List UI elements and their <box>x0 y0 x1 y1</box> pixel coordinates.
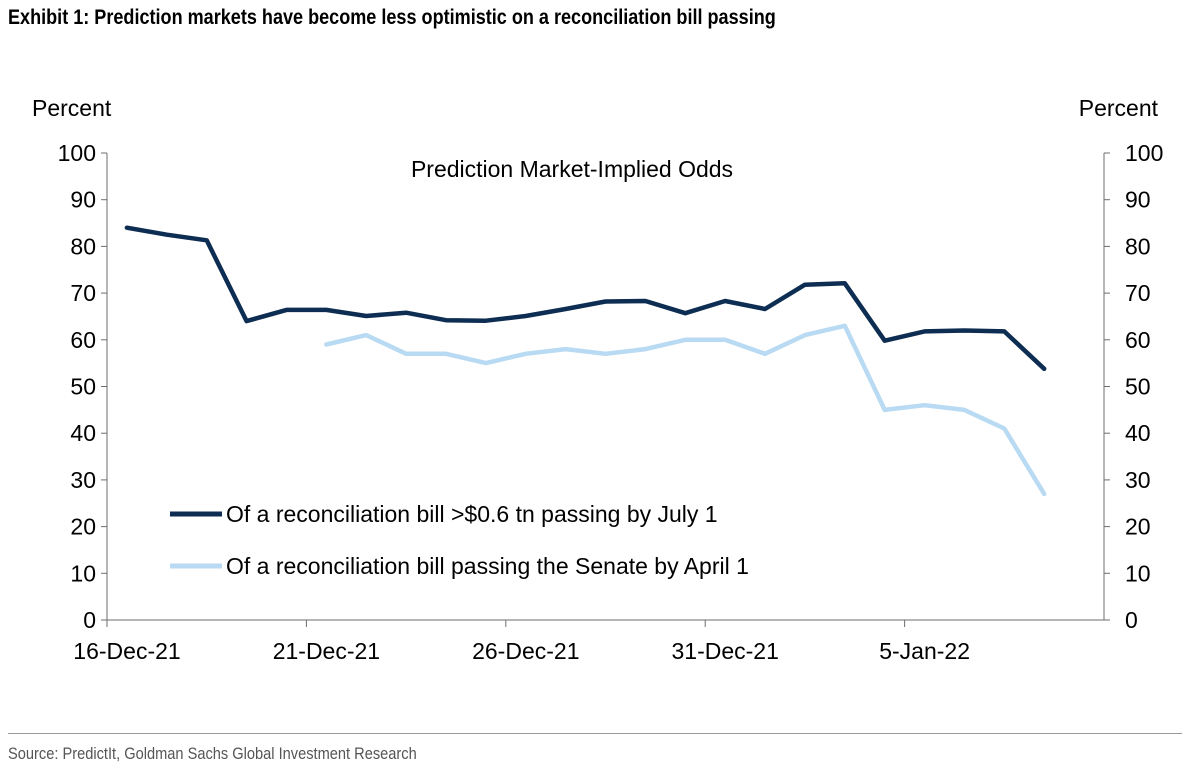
y-tick-label-right: 100 <box>1125 140 1163 166</box>
right-axis-label: Percent <box>1079 95 1159 121</box>
y-tick-label-left: 60 <box>70 327 96 353</box>
exhibit-title: Exhibit 1: Prediction markets have becom… <box>8 6 776 29</box>
series-layer <box>124 225 1047 497</box>
y-tick-label-right: 30 <box>1125 467 1151 493</box>
y-tick-label-left: 10 <box>70 560 96 586</box>
y-tick-label-right: 60 <box>1125 327 1151 353</box>
y-tick-label-right: 20 <box>1125 514 1151 540</box>
source-note: Source: PredictIt, Goldman Sachs Global … <box>8 744 417 763</box>
legend: Of a reconciliation bill >$0.6 tn passin… <box>170 501 749 579</box>
y-tick-label-right: 70 <box>1125 280 1151 306</box>
x-tick-label: 16-Dec-21 <box>73 638 180 664</box>
y-tick-label-left: 30 <box>70 467 96 493</box>
y-tick-label-left: 50 <box>70 374 96 400</box>
legend-label-series-1: Of a reconciliation bill >$0.6 tn passin… <box>226 501 718 527</box>
y-tick-label-left: 20 <box>70 514 96 540</box>
y-tick-label-right: 50 <box>1125 374 1151 400</box>
y-tick-label-left: 40 <box>70 420 96 446</box>
x-tick-label: 21-Dec-21 <box>273 638 380 664</box>
y-tick-label-left: 100 <box>58 140 96 166</box>
y-tick-label-right: 0 <box>1125 607 1138 633</box>
series-line-2 <box>324 323 1047 497</box>
y-tick-label-left: 90 <box>70 187 96 213</box>
x-tick-label: 31-Dec-21 <box>672 638 779 664</box>
y-tick-label-right: 90 <box>1125 187 1151 213</box>
x-tick-label: 5-Jan-22 <box>879 638 970 664</box>
y-tick-label-right: 80 <box>1125 233 1151 259</box>
series-line-1 <box>124 225 1047 372</box>
y-tick-label-left: 80 <box>70 233 96 259</box>
legend-label-series-2: Of a reconciliation bill passing the Sen… <box>226 553 749 579</box>
y-tick-label-right: 10 <box>1125 560 1151 586</box>
left-axis-label: Percent <box>32 95 112 121</box>
x-tick-label: 26-Dec-21 <box>472 638 579 664</box>
chart-title: Prediction Market-Implied Odds <box>411 156 733 182</box>
y-tick-label-left: 0 <box>83 607 96 633</box>
axes: 0 0 10 10 20 20 30 30 40 40 50 50 60 60 70 70 80 80 90 90 10… <box>58 140 1164 664</box>
y-tick-label-left: 70 <box>70 280 96 306</box>
y-tick-label-right: 40 <box>1125 420 1151 446</box>
footer-divider <box>8 733 1182 734</box>
